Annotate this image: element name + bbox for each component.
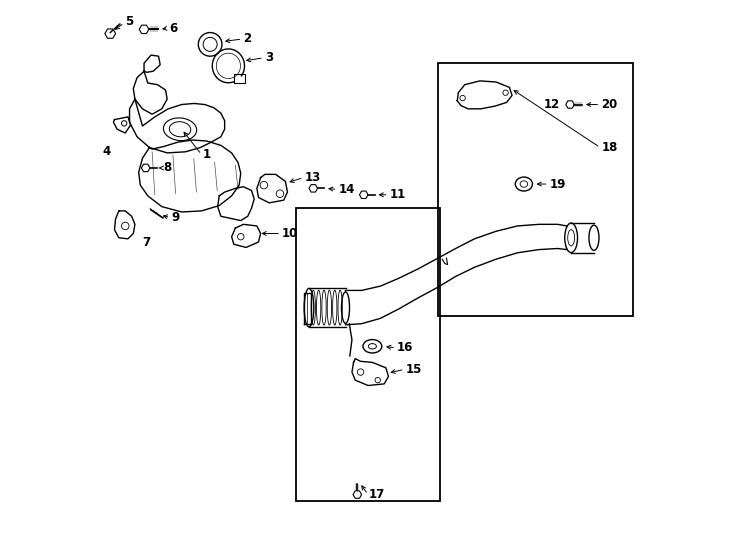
Text: 18: 18 (601, 141, 617, 154)
Text: 17: 17 (369, 488, 385, 501)
Text: 19: 19 (550, 178, 566, 191)
Bar (296, 208, 440, 501)
Text: 9: 9 (172, 211, 180, 224)
Text: 16: 16 (397, 341, 413, 354)
Text: 12: 12 (543, 98, 559, 111)
Text: 7: 7 (142, 235, 150, 248)
Text: 2: 2 (244, 32, 252, 45)
Text: 4: 4 (102, 145, 110, 158)
Text: 10: 10 (282, 227, 298, 240)
Text: 8: 8 (163, 161, 171, 174)
Text: 11: 11 (390, 188, 406, 201)
Bar (438, 63, 633, 316)
Text: 13: 13 (305, 171, 321, 184)
Text: 15: 15 (406, 363, 422, 376)
Text: 6: 6 (170, 22, 178, 35)
Text: 20: 20 (601, 98, 617, 111)
Text: 3: 3 (265, 51, 273, 64)
Text: 14: 14 (338, 183, 355, 196)
Bar (233, 73, 245, 83)
Text: 1: 1 (203, 148, 211, 161)
Text: 5: 5 (126, 15, 134, 28)
